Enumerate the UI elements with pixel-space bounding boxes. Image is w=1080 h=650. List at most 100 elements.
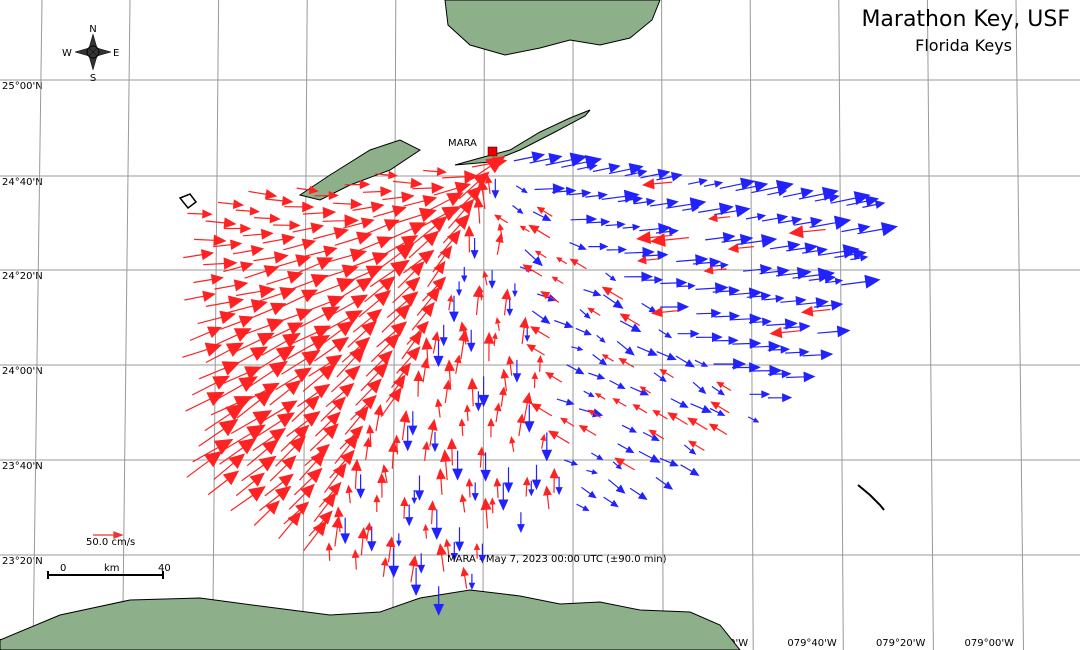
current-vector xyxy=(253,251,289,264)
current-vector xyxy=(534,183,566,195)
current-vector xyxy=(680,464,700,476)
current-vector xyxy=(366,424,375,446)
current-vector xyxy=(769,240,801,252)
current-vector xyxy=(404,504,414,527)
lat-label: 24°00'N xyxy=(2,366,43,377)
current-vector xyxy=(776,266,812,280)
current-vector xyxy=(393,434,401,455)
current-vector xyxy=(560,417,575,427)
current-vector xyxy=(320,396,347,422)
current-vector xyxy=(587,409,602,419)
current-vector xyxy=(519,225,530,233)
current-vector xyxy=(465,477,474,498)
current-vector xyxy=(540,433,547,449)
current-vector xyxy=(642,275,664,284)
current-vector xyxy=(618,357,635,368)
current-vector xyxy=(309,423,339,452)
caption: MARA - May 7, 2023 00:00 UTC (±90.0 min) xyxy=(447,554,667,565)
current-vector xyxy=(197,310,237,325)
current-vector xyxy=(551,276,564,285)
current-vector xyxy=(619,313,641,327)
current-vector xyxy=(435,398,443,418)
current-vector xyxy=(862,200,886,209)
current-vector xyxy=(213,453,246,480)
current-vector xyxy=(324,462,347,493)
compass-n: N xyxy=(89,24,96,35)
current-vector xyxy=(541,432,553,462)
current-vector xyxy=(262,233,296,246)
current-vector xyxy=(330,365,361,393)
current-vector xyxy=(266,270,304,285)
lon-line xyxy=(482,0,485,650)
current-vector xyxy=(472,284,484,316)
current-vector xyxy=(590,452,604,461)
current-vector xyxy=(713,358,747,370)
current-vector xyxy=(585,191,608,200)
current-vector xyxy=(605,272,617,282)
current-vector xyxy=(571,345,584,352)
current-vector xyxy=(355,378,382,406)
mainland xyxy=(444,0,661,56)
current-vector xyxy=(667,412,688,426)
current-vector xyxy=(259,485,292,512)
current-vector xyxy=(695,332,723,343)
current-vector xyxy=(841,274,881,289)
current-vector xyxy=(325,542,333,561)
current-vector xyxy=(352,201,385,213)
current-vector xyxy=(608,479,626,494)
current-vector xyxy=(454,527,465,552)
current-vector xyxy=(563,459,579,466)
current-vector xyxy=(658,329,673,339)
current-vector xyxy=(344,179,371,190)
current-vector xyxy=(660,301,690,313)
current-vector xyxy=(506,355,515,376)
current-vector xyxy=(747,416,760,423)
current-vector xyxy=(232,244,265,257)
current-vector xyxy=(493,402,502,423)
current-vector xyxy=(436,468,446,495)
current-vector xyxy=(731,362,761,373)
current-vector xyxy=(422,440,430,462)
current-vector xyxy=(412,182,445,194)
current-vector xyxy=(719,177,756,191)
current-vector xyxy=(512,359,522,383)
current-vector xyxy=(802,246,828,256)
middle-keys xyxy=(454,109,591,166)
lon-line xyxy=(1015,0,1024,650)
current-vector xyxy=(227,299,268,314)
current-vector xyxy=(513,151,546,163)
current-vector xyxy=(183,249,215,261)
current-vector xyxy=(313,336,350,362)
current-vector xyxy=(786,371,816,383)
current-vector xyxy=(636,346,658,356)
current-vector xyxy=(470,238,479,260)
current-vector xyxy=(413,370,424,397)
current-vector xyxy=(459,493,467,513)
current-vector xyxy=(468,573,476,590)
current-vector xyxy=(299,306,341,328)
current-vector xyxy=(433,586,445,616)
current-vector xyxy=(477,446,486,468)
current-vector xyxy=(709,407,726,416)
current-vector xyxy=(293,467,323,496)
current-vector xyxy=(500,368,510,392)
current-vector xyxy=(549,467,559,494)
current-vector xyxy=(382,235,419,256)
current-vector xyxy=(396,533,402,547)
current-vector xyxy=(575,327,592,336)
current-vector xyxy=(367,526,377,552)
current-vector xyxy=(347,320,378,348)
current-vector xyxy=(708,213,731,223)
current-vector xyxy=(182,342,223,358)
current-vector xyxy=(443,538,452,557)
current-vector xyxy=(352,308,383,333)
current-vector xyxy=(491,332,498,347)
lon-line xyxy=(749,0,754,650)
current-vector xyxy=(473,542,481,559)
current-vector xyxy=(802,349,834,361)
current-vector xyxy=(528,224,551,239)
current-vector xyxy=(427,260,446,288)
current-vector xyxy=(516,413,526,437)
current-vector xyxy=(569,258,587,270)
current-vector xyxy=(364,521,373,541)
